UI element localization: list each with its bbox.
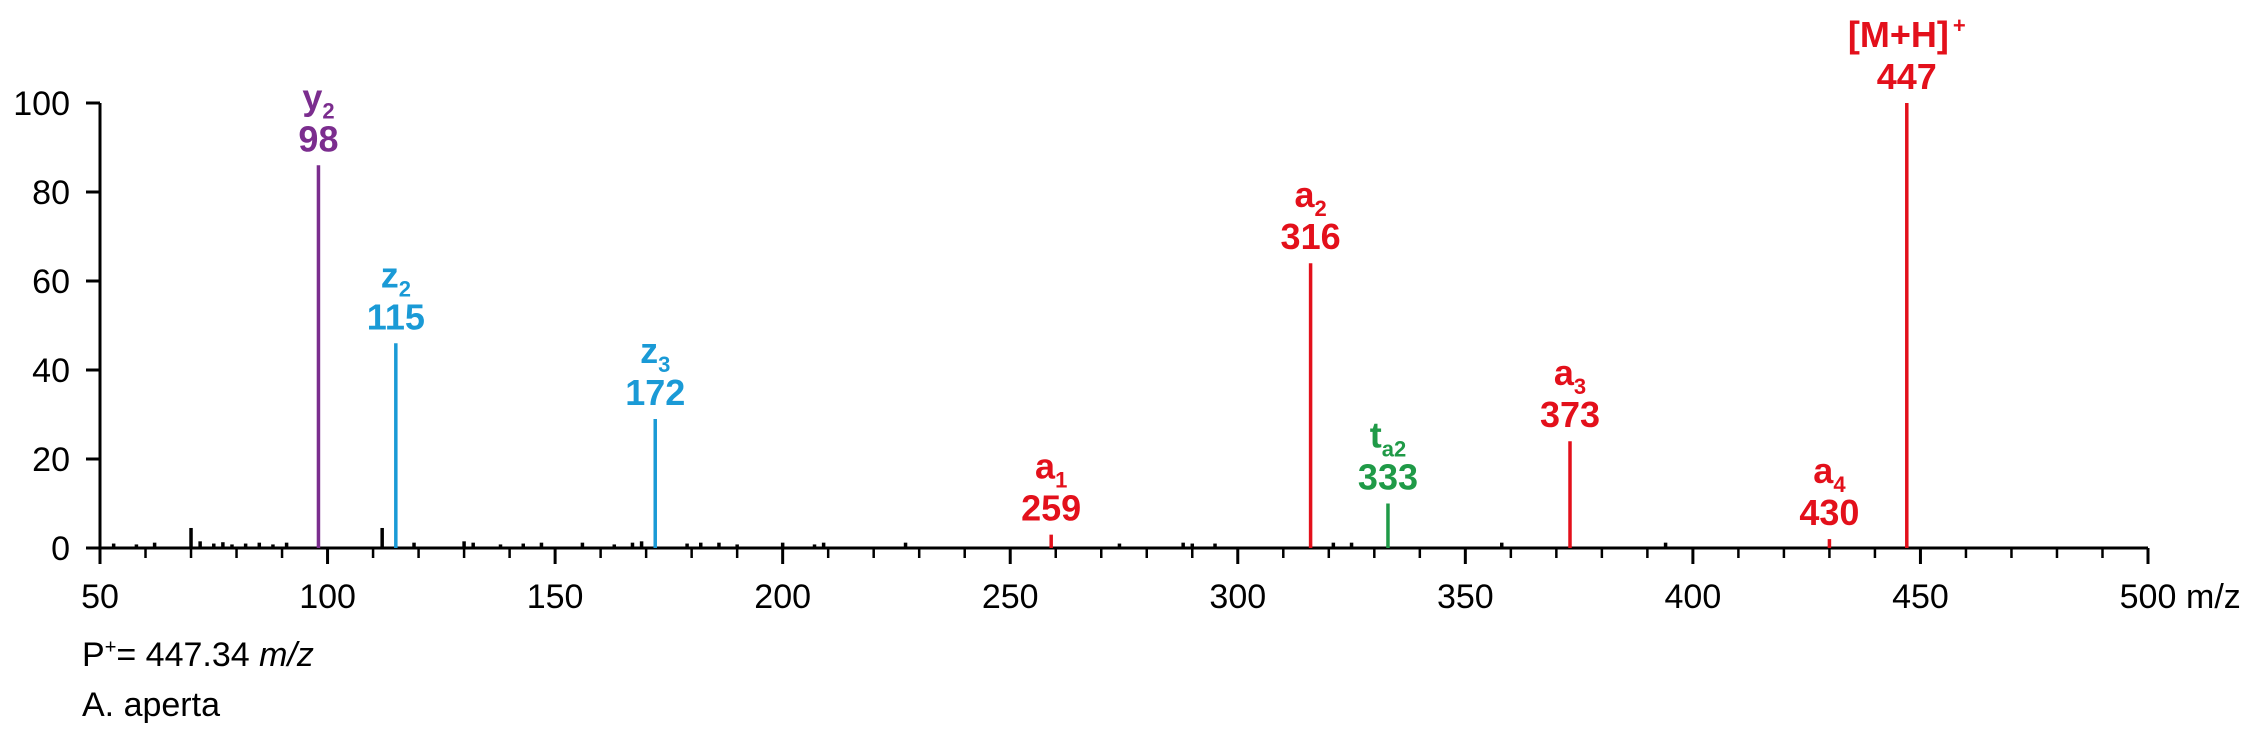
peak-ion-label: ta2 <box>1370 415 1406 462</box>
x-tick-label: 350 <box>1437 578 1494 616</box>
species-caption: A. aperta <box>82 686 220 724</box>
x-tick-label: 200 <box>754 578 811 616</box>
peak-mz-label: 447 <box>1877 56 1937 97</box>
y-tick-label: 100 <box>13 85 70 123</box>
axes: 0 20 40 60 80 100 50 100 150 200 250 300 350 400 450 50… <box>13 85 2241 616</box>
precursor-unit: m/z <box>259 636 314 674</box>
precursor-prefix: P <box>82 636 105 674</box>
x-tick-label: 250 <box>982 578 1039 616</box>
peak-mz-label: 316 <box>1281 216 1341 257</box>
minor-peaks <box>111 527 1668 548</box>
x-tick-label: 100 <box>299 578 356 616</box>
peak-ion-label: a3 <box>1554 352 1586 399</box>
peak-mz-label: 333 <box>1358 457 1418 498</box>
y-tick-label: 20 <box>32 441 70 479</box>
peak-mz-label: 259 <box>1021 488 1081 529</box>
peak-mz-label: 373 <box>1540 394 1600 435</box>
peak-ion-label: a4 <box>1813 450 1846 497</box>
peak-mz-label: 115 <box>367 296 425 337</box>
precursor-charge: + <box>104 636 117 659</box>
x-tick-label: 150 <box>527 578 584 616</box>
x-tick-label: 450 <box>1892 578 1949 616</box>
peak-ion-label: y2 <box>302 76 334 123</box>
peak-ion-label: [M+H] + <box>1848 13 1966 55</box>
peak-mz-label: 430 <box>1799 492 1859 533</box>
x-tick-label: 400 <box>1665 578 1722 616</box>
y-tick-label: 60 <box>32 263 70 301</box>
precursor-value: = 447.34 <box>116 636 260 674</box>
y-tick-label: 0 <box>51 530 70 568</box>
x-tick-label: 500 <box>2120 578 2177 616</box>
peak-ion-label: z2 <box>381 254 411 301</box>
peak-ion-label: z3 <box>640 330 670 377</box>
peak-ion-label: a2 <box>1294 174 1326 221</box>
x-axis-unit: m/z <box>2186 578 2241 616</box>
peak-mz-label: 98 <box>298 118 338 159</box>
precursor-caption: P+= 447.34 m/z <box>82 636 314 675</box>
y-tick-label: 80 <box>32 174 70 212</box>
x-tick-label: 300 <box>1209 578 1266 616</box>
x-tick-label: 50 <box>81 578 119 616</box>
y-tick-label: 40 <box>32 352 70 390</box>
peak-ion-label: a1 <box>1035 446 1067 493</box>
peak-mz-label: 172 <box>625 372 685 413</box>
